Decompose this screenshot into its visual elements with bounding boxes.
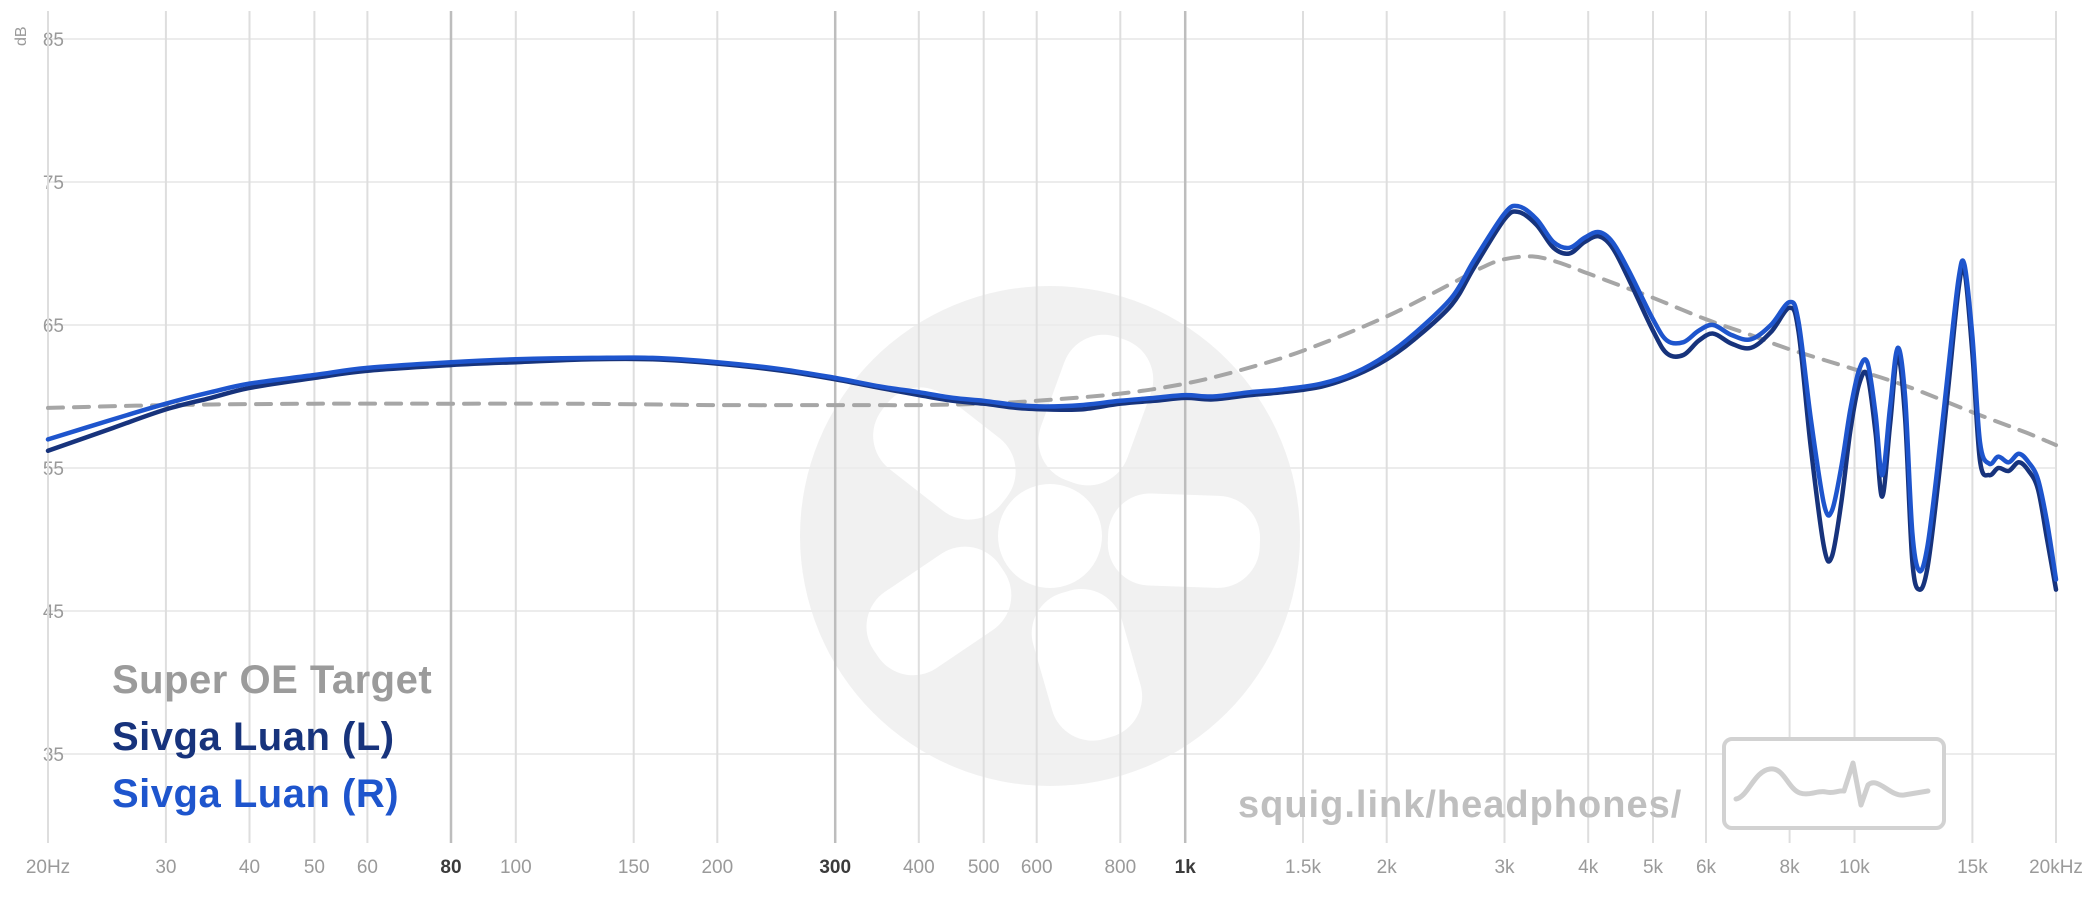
x-axis-tick-label: 8k bbox=[1780, 857, 1801, 878]
x-axis-tick-label: 5k bbox=[1643, 857, 1664, 878]
x-axis-tick-label: 200 bbox=[701, 857, 733, 878]
x-axis-tick-label: 10k bbox=[1839, 857, 1870, 878]
legend-item-super-oe-target[interactable]: Super OE Target bbox=[112, 658, 433, 702]
x-axis-tick-label: 30 bbox=[155, 857, 176, 878]
x-axis-tick-label: 80 bbox=[440, 857, 461, 878]
x-axis-tick-label: 1k bbox=[1175, 857, 1197, 878]
x-axis-tick-label: 60 bbox=[357, 857, 378, 878]
curve-sivga-luan-r bbox=[45, 203, 2059, 582]
x-axis-tick-label: 1.5k bbox=[1285, 857, 1321, 878]
x-axis-tick-label: 600 bbox=[1021, 857, 1053, 878]
x-axis-tick-label: 6k bbox=[1696, 857, 1717, 878]
x-axis-tick-label: 800 bbox=[1104, 857, 1136, 878]
x-axis-tick-label: 15k bbox=[1957, 857, 1988, 878]
x-axis-tick-label: 100 bbox=[500, 857, 532, 878]
x-axis-tick-label: 500 bbox=[968, 857, 1000, 878]
legend-item-sivga-luan-l[interactable]: Sivga Luan (L) bbox=[112, 715, 395, 759]
y-axis-tick-label: 65 bbox=[43, 316, 64, 337]
x-axis-tick-label: 20kHz bbox=[2029, 857, 2083, 878]
x-axis-tick-label: 400 bbox=[903, 857, 935, 878]
y-axis-tick-label: 35 bbox=[43, 745, 64, 766]
watermark-url-text: squig.link/headphones/ bbox=[1238, 784, 1683, 826]
y-axis-unit-label: dB bbox=[13, 26, 30, 46]
y-axis-tick-label: 55 bbox=[43, 459, 64, 480]
y-axis-tick-label: 85 bbox=[43, 30, 64, 51]
curve-super-oe-target bbox=[46, 254, 2058, 448]
x-axis-tick-label: 3k bbox=[1494, 857, 1515, 878]
x-axis-tick-label: 4k bbox=[1578, 857, 1599, 878]
x-axis-tick-label: 300 bbox=[819, 857, 851, 878]
squiglink-logo bbox=[1722, 737, 1946, 830]
x-axis-tick-label: 2k bbox=[1377, 857, 1398, 878]
squiglink-watermark-icon bbox=[800, 286, 1300, 786]
squiggle-wave-icon bbox=[1733, 760, 1931, 808]
x-axis-tick-label: 150 bbox=[618, 857, 650, 878]
chart-legend: Super OE Target Sivga Luan (L) Sivga Lua… bbox=[112, 660, 432, 831]
x-axis-tick-label: 40 bbox=[239, 857, 260, 878]
x-axis-tick-label: 50 bbox=[304, 857, 325, 878]
y-axis-tick-label: 75 bbox=[43, 173, 64, 194]
y-axis-tick-label: 45 bbox=[43, 602, 64, 623]
x-axis-tick-label: 20Hz bbox=[26, 857, 70, 878]
legend-item-sivga-luan-r[interactable]: Sivga Luan (R) bbox=[112, 772, 400, 816]
